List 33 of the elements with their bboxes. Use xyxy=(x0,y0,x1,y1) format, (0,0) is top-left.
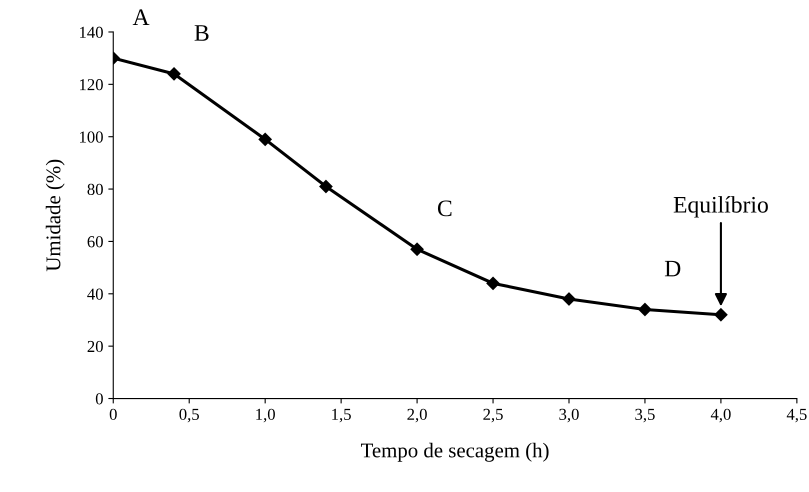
point xyxy=(486,276,500,290)
y-tick-label: 0 xyxy=(96,393,103,404)
annotation: D xyxy=(664,260,680,276)
y-axis-title: Umidade (%) xyxy=(46,160,65,272)
point xyxy=(319,180,333,194)
x-tick-label: 0 xyxy=(110,408,117,420)
point xyxy=(167,67,181,80)
x-axis-title: Tempo de secagem (h) xyxy=(361,442,549,462)
y-tick-label: 20 xyxy=(88,340,103,352)
x-tick-label: 4,5 xyxy=(786,408,807,422)
x-tick-label: 4,0 xyxy=(710,408,731,422)
x-tick-label: 0,5 xyxy=(179,408,199,422)
annotation: B xyxy=(194,25,209,41)
x-tick-label: 1,5 xyxy=(332,408,351,422)
x-tick-label: 3,0 xyxy=(559,408,579,422)
y-tick-label: 100 xyxy=(80,131,103,143)
annotation: A xyxy=(132,9,150,25)
x-tick-label: 1,0 xyxy=(256,408,275,422)
y-tick-label: 140 xyxy=(80,26,103,38)
point xyxy=(410,242,424,256)
annotation: C xyxy=(438,200,452,216)
point xyxy=(258,132,272,146)
point xyxy=(638,302,652,316)
x-tick-label: 2,0 xyxy=(407,408,427,422)
y-tick-label: 40 xyxy=(87,288,103,300)
y-tick-label: 80 xyxy=(88,184,103,196)
y-tick-label: 60 xyxy=(88,236,103,248)
point xyxy=(562,292,576,306)
x-tick-label: 2,5 xyxy=(483,408,503,422)
annotation: Equilíbrio xyxy=(674,196,768,218)
x-tick-label: 3,5 xyxy=(635,408,655,422)
y-tick-label: 120 xyxy=(80,79,103,90)
point xyxy=(714,308,728,322)
